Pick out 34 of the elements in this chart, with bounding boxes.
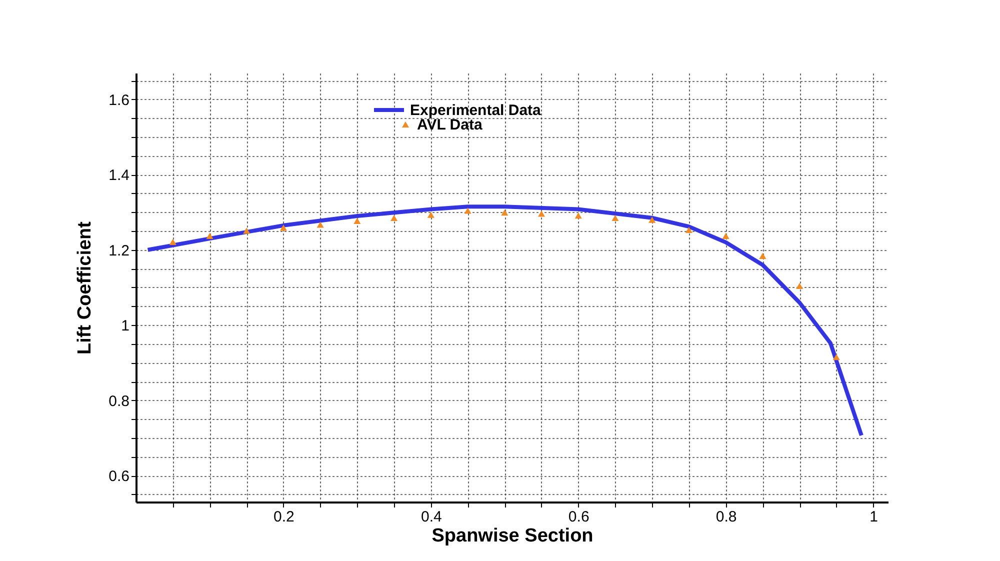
point [538, 210, 546, 217]
x-tick-label: 0.6 [568, 508, 590, 526]
x-axis-title: Spanwise Section [432, 526, 594, 546]
y-tick-label: 0.8 [108, 392, 130, 410]
point [206, 232, 214, 240]
point [722, 232, 730, 240]
x-tick-label: 0.2 [274, 508, 294, 526]
point [464, 208, 472, 214]
x-tick-label: 1 [870, 508, 878, 526]
legend-label: Experimental Data [410, 102, 542, 119]
point [612, 214, 619, 221]
y-tick-label: 1 [121, 318, 130, 335]
y-tick-label: 1.2 [108, 242, 130, 260]
point [685, 226, 692, 233]
x-tick-label: 0.8 [716, 508, 737, 526]
point [316, 222, 324, 228]
point [759, 252, 766, 259]
line-series [146, 204, 864, 438]
y-tick-label: 1.6 [108, 92, 130, 109]
point [832, 354, 840, 360]
point [427, 212, 434, 218]
point [280, 224, 287, 231]
point [574, 212, 582, 219]
point [390, 214, 398, 221]
point [354, 218, 361, 224]
y-axis-title: Lift Coefficient [74, 220, 96, 354]
point [648, 216, 656, 223]
point [243, 228, 250, 234]
point [169, 238, 176, 246]
y-tick-label: 0.6 [108, 468, 130, 486]
y-tick-label: 1.4 [108, 167, 130, 184]
x-tick-label: 0.4 [420, 508, 442, 526]
point [796, 282, 804, 290]
point [501, 210, 508, 216]
